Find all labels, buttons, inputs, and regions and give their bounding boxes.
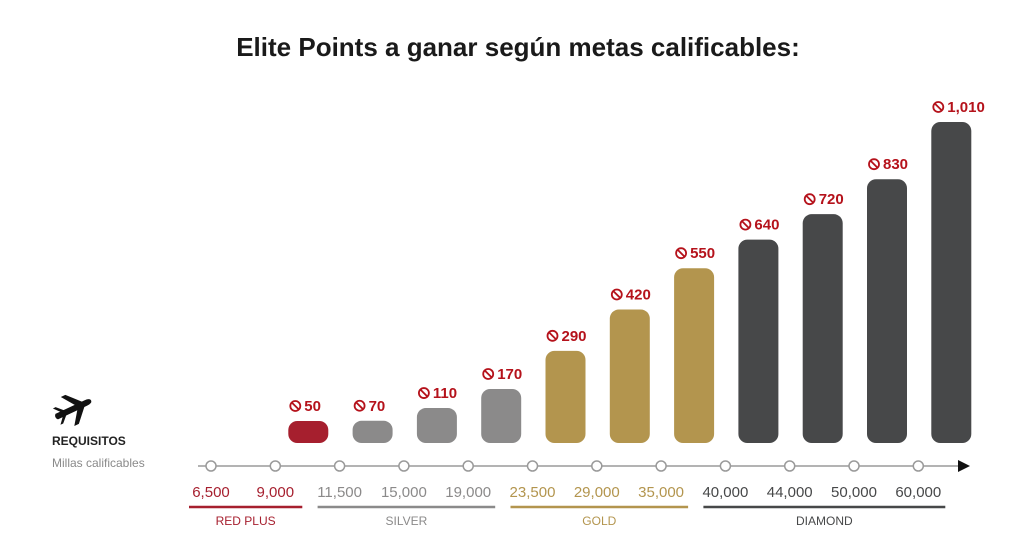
bar — [288, 421, 329, 443]
value-label: 830 — [868, 156, 908, 173]
value-label-text: 1,010 — [947, 99, 985, 116]
tick-label: 35,000 — [638, 484, 684, 501]
chart-title: Elite Points a ganar según metas calific… — [236, 32, 800, 62]
tick-label: 29,000 — [574, 484, 620, 501]
tier-legend: RED PLUS — [189, 505, 303, 528]
value-label: 420 — [610, 287, 651, 304]
bar — [802, 214, 843, 443]
value-label: 290 — [546, 328, 587, 345]
tick-label: 23,500 — [510, 484, 556, 501]
no-sign-icon — [610, 288, 623, 301]
value-label: 50 — [289, 398, 321, 415]
no-sign-icon — [803, 193, 816, 206]
axis-marker — [591, 460, 603, 472]
tick-label: 44,000 — [767, 484, 813, 501]
axis-marker — [526, 460, 539, 472]
bar — [481, 388, 522, 443]
tick-label: 40,000 — [702, 484, 748, 501]
axis-marker — [333, 460, 346, 472]
tick-label: 50,000 — [831, 484, 877, 501]
tier-label: RED PLUS — [216, 514, 276, 528]
tick-label: 11,500 — [317, 484, 362, 501]
value-label-text: 550 — [690, 245, 715, 262]
value-label-text: 830 — [883, 156, 908, 173]
value-label-text: 720 — [819, 191, 844, 208]
bar — [545, 350, 586, 443]
no-sign-icon — [868, 158, 880, 171]
value-labels-group: 50 70 110 170 290 420 550 640 720 830 1,010 — [289, 99, 985, 415]
requirements-title: REQUISITOS — [52, 434, 126, 448]
axis-arrow — [958, 460, 970, 472]
requirements-block: REQUISITOS Millas calificables — [52, 394, 145, 470]
tick-labels-group: 6,500 9,000 11,500 15,000 19,000 23,500 29,000… — [192, 484, 941, 501]
axis-marker — [912, 460, 925, 472]
tier-label: GOLD — [582, 514, 616, 528]
tier-legend: DIAMOND — [703, 505, 946, 528]
tier-legend-group: RED PLUS SILVER GOLD DIAMOND — [189, 505, 946, 528]
value-label-text: 50 — [304, 398, 321, 415]
no-sign-icon — [353, 399, 366, 412]
value-label: 550 — [675, 245, 715, 262]
value-label-text: 420 — [626, 287, 651, 304]
value-label-text: 290 — [562, 328, 587, 345]
tier-legend: SILVER — [317, 505, 496, 528]
no-sign-icon — [289, 400, 302, 412]
no-sign-icon — [482, 368, 495, 380]
tick-label: 60,000 — [895, 484, 941, 501]
no-sign-icon — [546, 329, 559, 342]
value-label-text: 640 — [754, 217, 779, 234]
axis-marker — [655, 460, 667, 472]
value-label: 70 — [353, 398, 386, 415]
axis-marker — [269, 460, 282, 472]
value-label: 1,010 — [932, 99, 985, 116]
value-label-text: 70 — [369, 398, 386, 415]
bar — [674, 268, 715, 443]
no-sign-icon — [675, 247, 687, 260]
bar — [352, 420, 393, 443]
no-sign-icon — [932, 101, 945, 113]
requirements-subtitle: Millas calificables — [52, 456, 145, 470]
bar — [738, 239, 779, 443]
value-label: 720 — [803, 191, 844, 208]
tier-label: SILVER — [386, 514, 428, 528]
no-sign-icon — [739, 218, 752, 231]
bars-group — [288, 122, 972, 443]
tier-label: DIAMOND — [796, 514, 853, 528]
axis-marker — [205, 460, 217, 472]
tick-label: 6,500 — [192, 484, 230, 501]
bar — [867, 179, 907, 443]
axis-marker — [719, 460, 732, 472]
axis-marker — [848, 460, 860, 472]
bar — [416, 408, 457, 443]
tick-label: 9,000 — [257, 484, 295, 501]
bar — [931, 122, 972, 443]
value-label: 640 — [739, 217, 779, 234]
axis-marker — [398, 460, 410, 472]
airplane-icon — [52, 394, 92, 427]
no-sign-icon — [417, 387, 430, 399]
tick-label: 15,000 — [381, 484, 427, 501]
value-label-text: 170 — [497, 366, 522, 383]
axis-marker — [783, 460, 796, 472]
axis-marker — [462, 460, 474, 472]
value-label-text: 110 — [433, 385, 457, 402]
x-axis — [198, 460, 970, 472]
value-label: 170 — [482, 366, 522, 383]
tick-label: 19,000 — [445, 484, 491, 501]
bar — [609, 309, 650, 443]
tier-legend: GOLD — [510, 505, 689, 528]
value-label: 110 — [417, 385, 457, 402]
